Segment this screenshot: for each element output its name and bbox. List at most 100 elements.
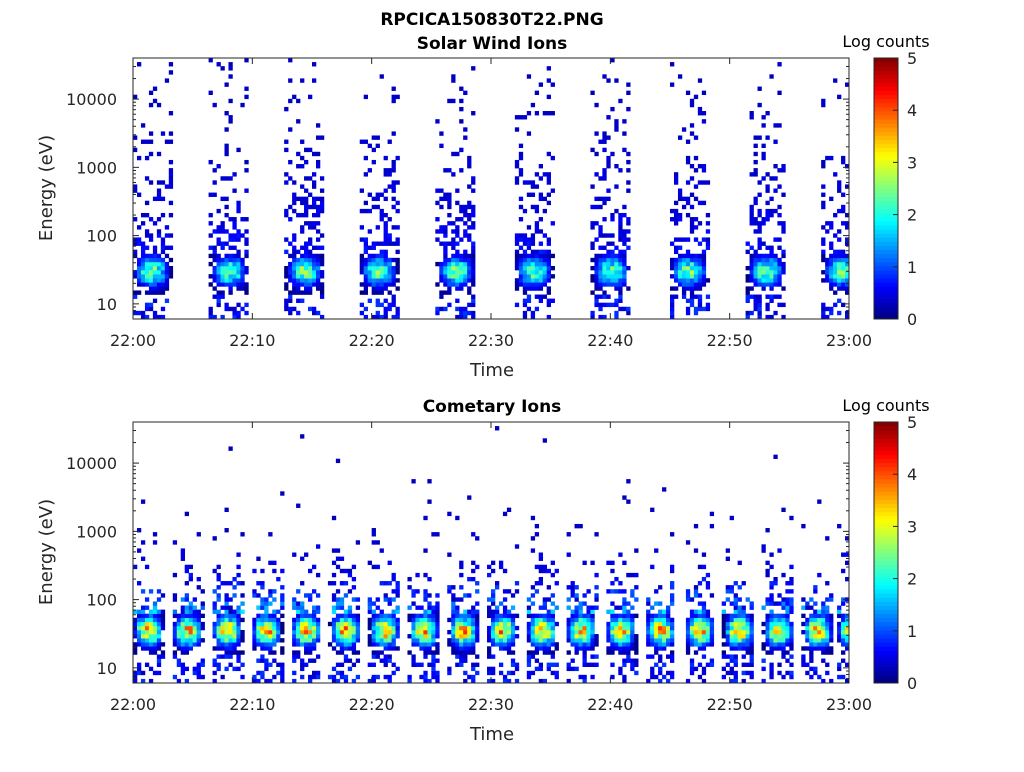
heatmap-cell	[351, 576, 357, 582]
heatmap-cell	[789, 629, 794, 635]
heatmap-cell	[510, 634, 516, 639]
heatmap-cell	[411, 621, 416, 627]
heatmap-cell	[825, 638, 830, 643]
heatmap-cell	[288, 217, 293, 222]
heatmap-cell	[693, 286, 699, 291]
heatmap-cell	[590, 204, 595, 210]
heatmap-cell	[662, 674, 667, 680]
heatmap-cell	[689, 131, 695, 136]
heatmap-cell	[538, 282, 544, 287]
heatmap-cell	[240, 265, 245, 271]
heatmap-cell	[423, 617, 428, 623]
heatmap-cell	[228, 306, 233, 312]
heatmap-cell	[650, 605, 655, 610]
heatmap-cell	[192, 634, 197, 639]
heatmap-cell	[522, 115, 528, 120]
heatmap-cell	[168, 159, 174, 165]
heatmap-cell	[196, 617, 201, 623]
y-tick-label: 100	[86, 227, 117, 246]
heatmap-cell	[391, 86, 396, 91]
heatmap-cell	[542, 621, 547, 627]
heatmap-cell	[439, 229, 444, 234]
heatmap-cell	[654, 548, 659, 553]
heatmap-cell	[180, 650, 186, 655]
heatmap-cell	[335, 650, 341, 655]
heatmap-cell	[737, 560, 742, 566]
heatmap-cell	[296, 286, 301, 291]
heatmap-cell	[331, 634, 337, 639]
heatmap-cell	[618, 650, 623, 655]
heatmap-cell	[761, 278, 766, 283]
heatmap-cell	[670, 585, 675, 590]
colorbar-swatch	[874, 434, 898, 439]
heatmap-cell	[574, 585, 579, 590]
heatmap-cell	[339, 597, 345, 602]
heatmap-cell	[140, 621, 146, 627]
heatmap-cell	[614, 576, 619, 582]
heatmap-cell	[753, 168, 758, 173]
heatmap-cell	[765, 638, 770, 643]
heatmap-cell	[729, 642, 734, 647]
heatmap-cell	[681, 253, 687, 259]
heatmap-cell	[319, 294, 325, 299]
heatmap-cell	[554, 621, 559, 627]
x-tick-label: 22:10	[229, 331, 275, 350]
heatmap-cell	[681, 282, 687, 287]
heatmap-cell	[331, 625, 337, 631]
heatmap-cell	[685, 593, 691, 598]
heatmap-cell	[375, 642, 380, 647]
heatmap-cell	[419, 621, 424, 627]
heatmap-cell	[236, 278, 241, 283]
heatmap-cell	[312, 62, 317, 67]
heatmap-cell	[315, 208, 321, 214]
heatmap-cell	[459, 617, 464, 623]
heatmap-cell	[749, 674, 754, 680]
heatmap-cell	[514, 115, 520, 120]
heatmap-cell	[618, 253, 623, 259]
heatmap-cell	[546, 111, 551, 116]
heatmap-cell	[260, 629, 265, 635]
heatmap-cell	[610, 601, 615, 606]
heatmap-cell	[467, 302, 472, 308]
heatmap-cell	[383, 172, 388, 177]
colorbar-swatch	[874, 523, 898, 529]
heatmap-cell	[156, 629, 162, 635]
heatmap-cell	[228, 115, 233, 120]
heatmap-cell	[144, 634, 150, 639]
heatmap-cell	[491, 609, 496, 614]
heatmap-cell	[725, 625, 730, 631]
heatmap-cell	[423, 613, 428, 619]
heatmap-cell	[781, 642, 786, 647]
heatmap-cell	[371, 204, 376, 210]
heatmap-cell	[781, 650, 786, 655]
heatmap-cell	[308, 237, 313, 242]
heatmap-cell	[749, 221, 754, 226]
heatmap-cell	[312, 261, 317, 267]
heatmap-cell	[443, 233, 448, 238]
heatmap-cell	[757, 282, 762, 287]
heatmap-cell	[431, 650, 436, 655]
heatmap-cell	[662, 634, 667, 639]
heatmap-cell	[423, 654, 428, 659]
heatmap-cell	[693, 625, 699, 631]
heatmap-cell	[737, 638, 742, 643]
heatmap-cell	[685, 200, 691, 206]
heatmap-cell	[383, 617, 388, 623]
heatmap-cell	[622, 270, 627, 275]
heatmap-cell	[622, 241, 627, 246]
heatmap-cell	[312, 634, 317, 639]
heatmap-cell	[304, 609, 309, 614]
heatmap-cell	[542, 282, 547, 287]
heatmap-cell	[777, 302, 782, 308]
heatmap-cell	[681, 237, 687, 242]
heatmap-cell	[530, 593, 536, 598]
heatmap-cell	[240, 274, 245, 279]
heatmap-cell	[821, 634, 826, 639]
heatmap-cell	[614, 646, 619, 651]
heatmap-cell	[745, 629, 750, 635]
heatmap-cell	[391, 98, 396, 104]
heatmap-cell	[829, 617, 834, 623]
heatmap-cell	[518, 265, 524, 271]
heatmap-cell	[634, 638, 639, 643]
heatmap-cell	[630, 625, 635, 631]
